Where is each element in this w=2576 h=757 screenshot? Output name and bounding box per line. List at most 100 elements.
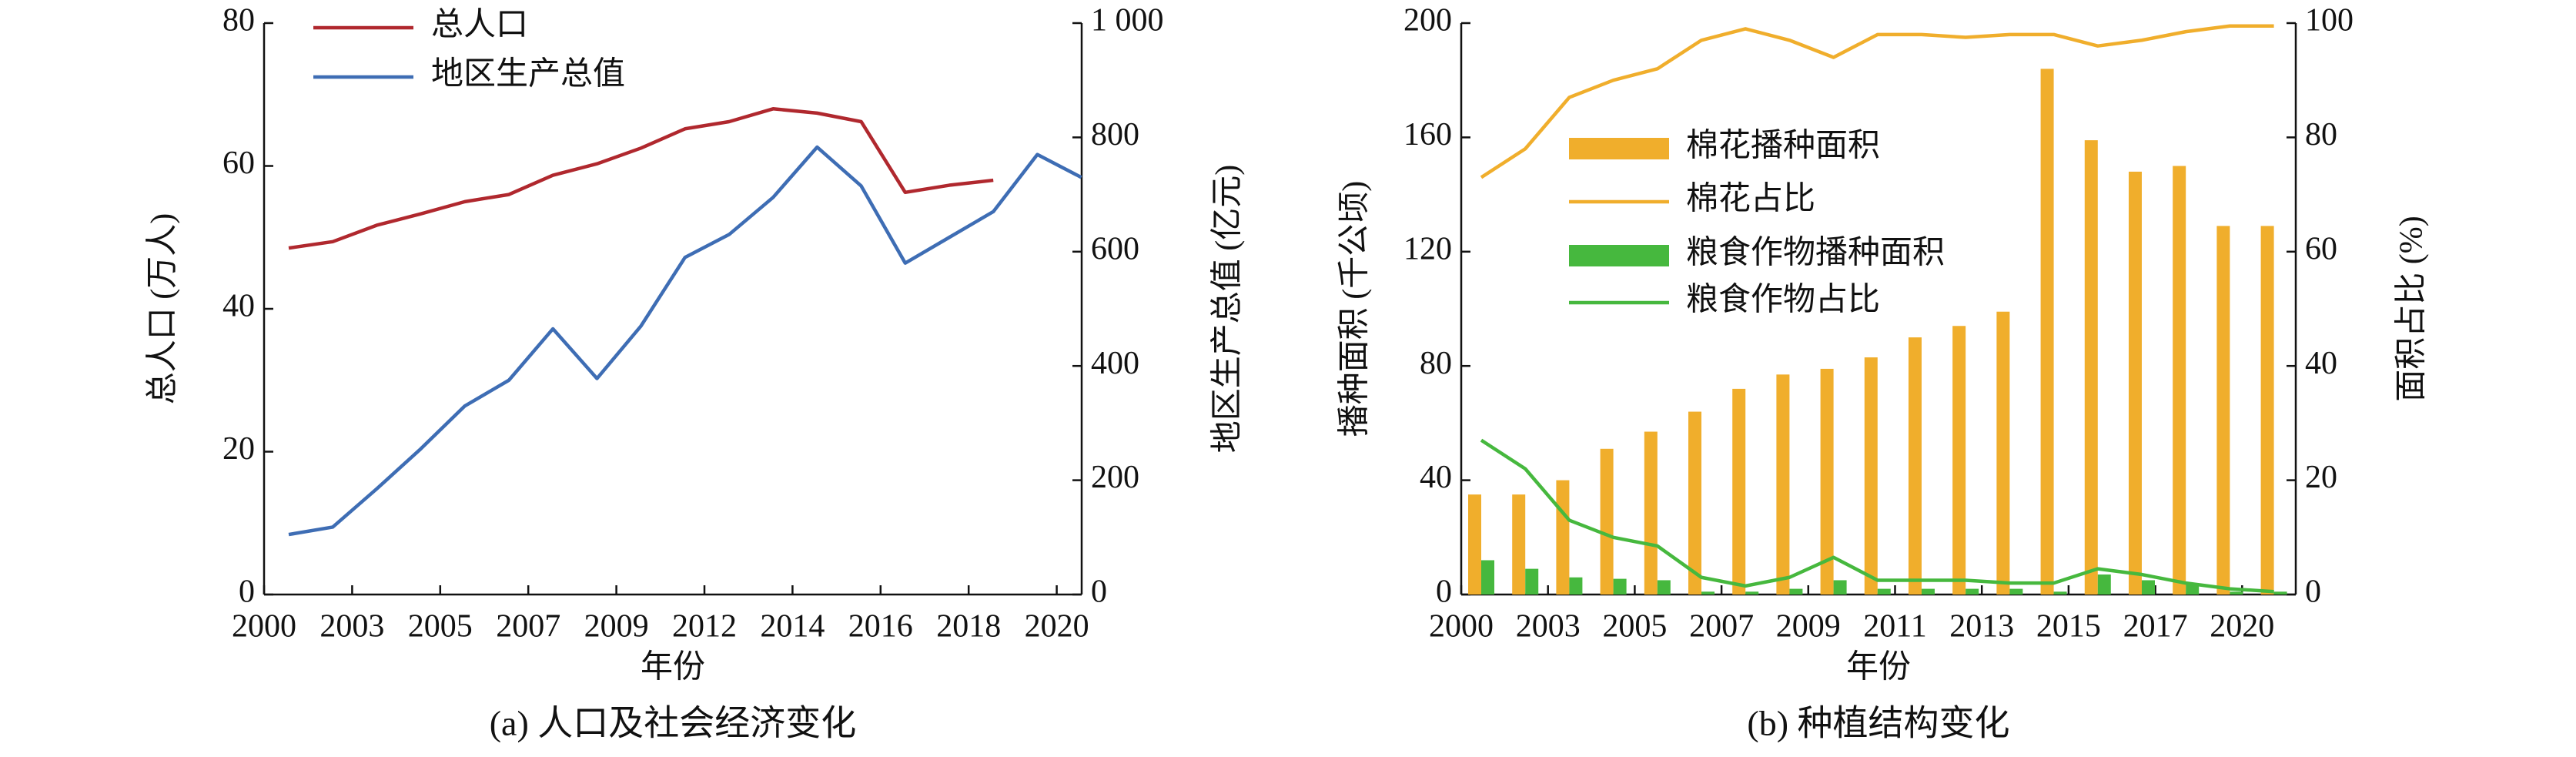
legend-label: 地区生产总值 <box>431 57 625 92</box>
y-tick-label: 120 <box>1403 231 1452 266</box>
bar <box>1644 431 1658 595</box>
line <box>1480 438 2274 594</box>
x-tick-label: 2020 <box>1025 609 1089 645</box>
bar <box>2273 591 2287 595</box>
x-tick-label: 2016 <box>848 609 913 645</box>
x-tick-label: 2009 <box>1776 609 1841 645</box>
y-tick-label: 60 <box>222 146 255 181</box>
bar <box>1657 580 1671 595</box>
caption: (b) 种植结构变化 <box>1747 704 2009 743</box>
x-tick-label: 2000 <box>1429 609 1494 645</box>
y2-tick-label: 400 <box>1091 346 1139 381</box>
x-tick-label: 2013 <box>1949 609 2014 645</box>
bar <box>1600 448 1614 595</box>
line <box>288 107 994 250</box>
bar <box>1877 588 1891 595</box>
y-axis-title: 总人口 (万人) <box>146 213 181 404</box>
x-tick-label: 2014 <box>760 609 825 645</box>
bar <box>1556 480 1570 595</box>
bar <box>2260 226 2274 595</box>
x-tick-label: 2018 <box>936 609 1001 645</box>
bar <box>2097 574 2111 595</box>
bar <box>2230 591 2243 595</box>
x-tick-label: 2015 <box>2036 609 2101 645</box>
bar <box>1745 591 1759 595</box>
y-tick-label: 160 <box>1403 117 1452 152</box>
y2-axis-title: 地区生产总值 (亿元) <box>1210 165 1246 453</box>
y-tick-label: 40 <box>222 289 255 324</box>
bar <box>2053 591 2067 595</box>
bar <box>1909 337 1922 595</box>
y2-axis-title: 面积占比 (%) <box>2394 216 2430 401</box>
caption: (a) 人口及社会经济变化 <box>490 704 857 743</box>
y2-tick-label: 0 <box>1091 574 1107 610</box>
y2-tick-label: 40 <box>2305 346 2337 381</box>
bar <box>1776 374 1790 595</box>
bar <box>1468 494 1481 595</box>
y-tick-label: 20 <box>222 431 255 467</box>
y2-tick-label: 100 <box>2305 3 2354 39</box>
y-tick-label: 200 <box>1403 3 1452 39</box>
x-tick-label: 2009 <box>584 609 649 645</box>
bar <box>1525 568 1539 595</box>
y2-tick-label: 1 000 <box>1091 3 1164 39</box>
legend-label: 粮食作物占比 <box>1686 282 1880 318</box>
y2-tick-label: 200 <box>1091 460 1139 495</box>
x-tick-label: 2005 <box>1602 609 1667 645</box>
bar <box>2216 226 2230 595</box>
bar <box>1481 560 1494 595</box>
y-tick-label: 80 <box>222 3 255 39</box>
bar <box>1512 494 1526 595</box>
x-tick-label: 2005 <box>408 609 473 645</box>
bar <box>1732 388 1746 595</box>
legend-label: 棉花播种面积 <box>1686 129 1880 164</box>
x-axis-title: 年份 <box>641 649 705 685</box>
bar <box>2129 171 2142 595</box>
bar <box>1833 580 1847 595</box>
bar <box>1996 311 2010 595</box>
x-tick-label: 2007 <box>1689 609 1754 645</box>
legend-label: 棉花占比 <box>1686 182 1815 217</box>
y2-tick-label: 60 <box>2305 231 2337 266</box>
bar <box>1569 577 1583 595</box>
bar <box>1820 368 1834 595</box>
bar <box>1613 578 1627 595</box>
legend-label: 总人口 <box>431 8 528 43</box>
x-tick-label: 2003 <box>1516 609 1581 645</box>
bar <box>2142 580 2155 595</box>
y-tick-label: 0 <box>239 574 255 610</box>
y-tick-label: 40 <box>1420 460 1452 495</box>
y-tick-label: 0 <box>1436 574 1452 610</box>
legend-label: 粮食作物播种面积 <box>1686 235 1945 271</box>
bar <box>1688 411 1701 595</box>
y2-tick-label: 20 <box>2305 460 2337 495</box>
bar <box>1864 357 1878 595</box>
x-tick-label: 2011 <box>1863 609 1926 645</box>
y2-tick-label: 80 <box>2305 117 2337 152</box>
x-tick-label: 2007 <box>496 609 560 645</box>
y2-tick-label: 600 <box>1091 231 1139 266</box>
bar <box>1701 591 1715 595</box>
legend-swatch <box>1569 245 1669 266</box>
bar <box>2084 140 2098 595</box>
line <box>288 145 1082 537</box>
bar <box>1965 588 1979 595</box>
bar <box>2040 69 2054 595</box>
y2-tick-label: 800 <box>1091 117 1139 152</box>
bar <box>1952 326 1966 595</box>
bar <box>2173 166 2186 595</box>
x-axis-title: 年份 <box>1846 649 1911 685</box>
x-tick-label: 2012 <box>672 609 737 645</box>
bar <box>2009 588 2023 595</box>
x-tick-label: 2003 <box>319 609 384 645</box>
bar <box>1922 588 1935 595</box>
x-tick-label: 2000 <box>232 609 296 645</box>
line <box>1480 24 2274 179</box>
x-tick-label: 2020 <box>2210 609 2274 645</box>
bar <box>1789 588 1803 595</box>
x-tick-label: 2017 <box>2123 609 2188 645</box>
y2-tick-label: 0 <box>2305 574 2321 610</box>
y-tick-label: 80 <box>1420 346 1452 381</box>
y-axis-title: 播种面积 (千公顷) <box>1337 181 1373 437</box>
